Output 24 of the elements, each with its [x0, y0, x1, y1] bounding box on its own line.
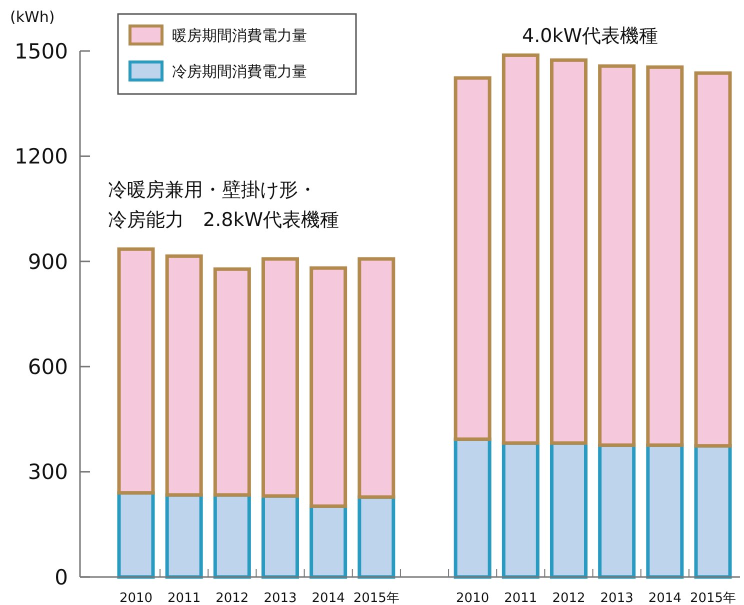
y-tick-label: 0 — [54, 565, 68, 590]
x-tick-label: 2015年 — [690, 591, 736, 605]
x-tick-label: 2010 — [456, 591, 490, 605]
x-tick-label: 2014 — [312, 591, 345, 605]
x-tick-label: 2012 — [216, 591, 249, 605]
x-tick-label: 2014 — [648, 591, 682, 605]
x-tick-label: 2015年 — [353, 591, 400, 605]
y-tick-label: 600 — [28, 354, 68, 379]
x-tick-label: 2012 — [552, 591, 586, 605]
y-axis-title: (kWh) — [10, 8, 55, 26]
x-tick-label: 2011 — [168, 591, 201, 605]
annotation: 冷房能力 2.8kW代表機種 — [108, 209, 340, 231]
x-tick-label: 2011 — [504, 591, 538, 605]
text: 4.0kW代表機種 — [522, 25, 658, 47]
legend-label: 暖房期間消費電力量 — [172, 26, 307, 44]
x-tick-label: 2013 — [600, 591, 634, 605]
annotation: 冷暖房兼用・壁掛け形・ — [108, 179, 317, 201]
y-tick-label: 300 — [28, 460, 68, 484]
y-tick-label: 1500 — [14, 39, 68, 64]
y-tick-label: 1200 — [14, 144, 68, 169]
legend-label: 冷房期間消費電力量 — [172, 62, 307, 80]
y-tick-label: 900 — [28, 250, 68, 274]
x-tick-label: 2010 — [119, 591, 153, 605]
x-tick-label: 2013 — [264, 591, 297, 605]
